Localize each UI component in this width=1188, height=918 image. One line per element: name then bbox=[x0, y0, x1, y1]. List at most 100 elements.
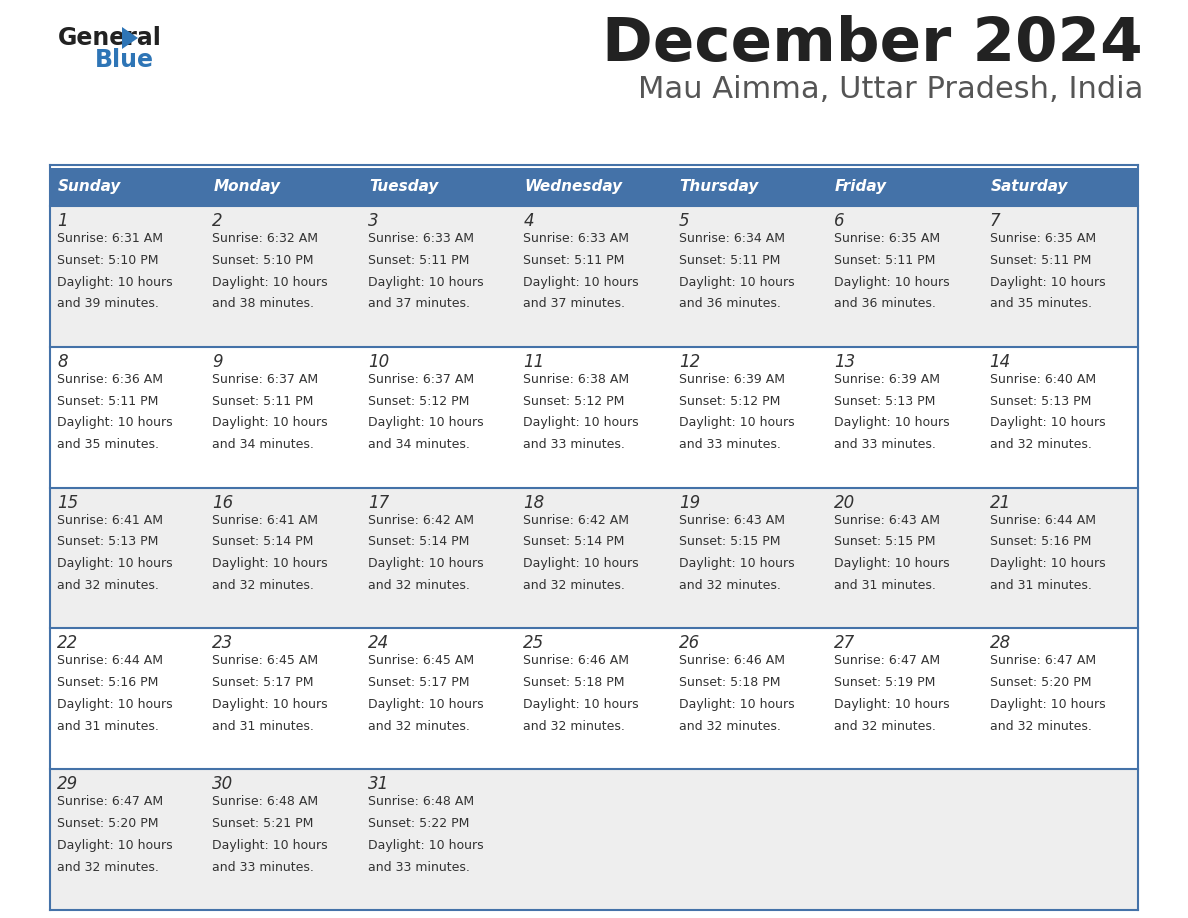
Text: Sunset: 5:18 PM: Sunset: 5:18 PM bbox=[523, 677, 625, 689]
Text: Daylight: 10 hours: Daylight: 10 hours bbox=[368, 839, 484, 852]
Text: Sunrise: 6:45 AM: Sunrise: 6:45 AM bbox=[368, 655, 474, 667]
Bar bbox=[982, 168, 1138, 206]
Text: Daylight: 10 hours: Daylight: 10 hours bbox=[678, 275, 795, 288]
Text: Daylight: 10 hours: Daylight: 10 hours bbox=[678, 698, 795, 711]
Text: and 32 minutes.: and 32 minutes. bbox=[57, 861, 159, 874]
Text: December 2024: December 2024 bbox=[602, 15, 1143, 74]
Text: Daylight: 10 hours: Daylight: 10 hours bbox=[368, 698, 484, 711]
Text: and 31 minutes.: and 31 minutes. bbox=[57, 720, 159, 733]
Text: Sunset: 5:14 PM: Sunset: 5:14 PM bbox=[523, 535, 625, 548]
Text: Sunday: Sunday bbox=[58, 180, 121, 195]
Text: Sunrise: 6:36 AM: Sunrise: 6:36 AM bbox=[57, 373, 163, 386]
Text: Sunset: 5:18 PM: Sunset: 5:18 PM bbox=[678, 677, 781, 689]
Text: Daylight: 10 hours: Daylight: 10 hours bbox=[523, 557, 639, 570]
Text: Sunset: 5:11 PM: Sunset: 5:11 PM bbox=[678, 253, 781, 267]
Text: and 39 minutes.: and 39 minutes. bbox=[57, 297, 159, 310]
Text: Daylight: 10 hours: Daylight: 10 hours bbox=[523, 417, 639, 430]
Text: 29: 29 bbox=[57, 775, 78, 793]
Text: Sunrise: 6:41 AM: Sunrise: 6:41 AM bbox=[213, 513, 318, 527]
Text: Sunset: 5:11 PM: Sunset: 5:11 PM bbox=[990, 253, 1091, 267]
Text: and 32 minutes.: and 32 minutes. bbox=[523, 720, 625, 733]
Text: Sunset: 5:10 PM: Sunset: 5:10 PM bbox=[213, 253, 314, 267]
Text: Sunrise: 6:31 AM: Sunrise: 6:31 AM bbox=[57, 232, 163, 245]
Text: 15: 15 bbox=[57, 494, 78, 511]
Bar bbox=[361, 168, 517, 206]
Text: Sunrise: 6:32 AM: Sunrise: 6:32 AM bbox=[213, 232, 318, 245]
Bar bbox=[206, 168, 361, 206]
Text: Sunrise: 6:35 AM: Sunrise: 6:35 AM bbox=[834, 232, 940, 245]
Text: Sunset: 5:11 PM: Sunset: 5:11 PM bbox=[368, 253, 469, 267]
Text: and 33 minutes.: and 33 minutes. bbox=[834, 438, 936, 452]
Text: Sunset: 5:17 PM: Sunset: 5:17 PM bbox=[213, 677, 314, 689]
Text: 3: 3 bbox=[368, 212, 379, 230]
Text: Monday: Monday bbox=[214, 180, 280, 195]
Text: Sunrise: 6:38 AM: Sunrise: 6:38 AM bbox=[523, 373, 630, 386]
Text: Daylight: 10 hours: Daylight: 10 hours bbox=[213, 417, 328, 430]
Text: 5: 5 bbox=[678, 212, 689, 230]
Text: and 32 minutes.: and 32 minutes. bbox=[834, 720, 936, 733]
Text: Wednesday: Wednesday bbox=[524, 180, 623, 195]
Text: and 33 minutes.: and 33 minutes. bbox=[523, 438, 625, 452]
Text: and 38 minutes.: and 38 minutes. bbox=[213, 297, 315, 310]
Text: 9: 9 bbox=[213, 353, 223, 371]
Text: Sunset: 5:13 PM: Sunset: 5:13 PM bbox=[834, 395, 935, 408]
Text: Sunrise: 6:39 AM: Sunrise: 6:39 AM bbox=[834, 373, 940, 386]
Text: and 33 minutes.: and 33 minutes. bbox=[678, 438, 781, 452]
Text: 14: 14 bbox=[990, 353, 1011, 371]
Bar bbox=[50, 487, 1138, 629]
Bar bbox=[50, 347, 1138, 487]
Text: 11: 11 bbox=[523, 353, 544, 371]
Text: and 34 minutes.: and 34 minutes. bbox=[368, 438, 469, 452]
Text: 22: 22 bbox=[57, 634, 78, 653]
Text: Sunset: 5:11 PM: Sunset: 5:11 PM bbox=[57, 395, 158, 408]
Text: Daylight: 10 hours: Daylight: 10 hours bbox=[57, 698, 172, 711]
Text: 4: 4 bbox=[523, 212, 533, 230]
Text: Daylight: 10 hours: Daylight: 10 hours bbox=[368, 417, 484, 430]
Text: and 32 minutes.: and 32 minutes. bbox=[523, 579, 625, 592]
Text: 20: 20 bbox=[834, 494, 855, 511]
Text: 27: 27 bbox=[834, 634, 855, 653]
Text: Daylight: 10 hours: Daylight: 10 hours bbox=[834, 275, 949, 288]
Text: and 32 minutes.: and 32 minutes. bbox=[990, 438, 1092, 452]
Text: Sunrise: 6:43 AM: Sunrise: 6:43 AM bbox=[834, 513, 940, 527]
Text: Sunrise: 6:43 AM: Sunrise: 6:43 AM bbox=[678, 513, 785, 527]
Text: 10: 10 bbox=[368, 353, 390, 371]
Text: Sunrise: 6:44 AM: Sunrise: 6:44 AM bbox=[990, 513, 1095, 527]
Text: and 34 minutes.: and 34 minutes. bbox=[213, 438, 315, 452]
Text: Sunrise: 6:34 AM: Sunrise: 6:34 AM bbox=[678, 232, 785, 245]
Text: 28: 28 bbox=[990, 634, 1011, 653]
Text: 12: 12 bbox=[678, 353, 700, 371]
Text: General: General bbox=[58, 26, 162, 50]
Text: 6: 6 bbox=[834, 212, 845, 230]
Text: and 31 minutes.: and 31 minutes. bbox=[834, 579, 936, 592]
Text: Sunrise: 6:47 AM: Sunrise: 6:47 AM bbox=[834, 655, 940, 667]
Text: 19: 19 bbox=[678, 494, 700, 511]
Text: Daylight: 10 hours: Daylight: 10 hours bbox=[213, 557, 328, 570]
Text: Sunset: 5:14 PM: Sunset: 5:14 PM bbox=[368, 535, 469, 548]
Text: Daylight: 10 hours: Daylight: 10 hours bbox=[990, 698, 1105, 711]
Text: Sunset: 5:12 PM: Sunset: 5:12 PM bbox=[523, 395, 625, 408]
Text: Sunrise: 6:48 AM: Sunrise: 6:48 AM bbox=[368, 795, 474, 808]
Text: 18: 18 bbox=[523, 494, 544, 511]
Text: Sunset: 5:17 PM: Sunset: 5:17 PM bbox=[368, 677, 469, 689]
Text: Sunset: 5:12 PM: Sunset: 5:12 PM bbox=[368, 395, 469, 408]
Text: Sunset: 5:13 PM: Sunset: 5:13 PM bbox=[990, 395, 1091, 408]
Text: and 37 minutes.: and 37 minutes. bbox=[368, 297, 470, 310]
Text: Sunset: 5:19 PM: Sunset: 5:19 PM bbox=[834, 677, 935, 689]
Text: Sunrise: 6:42 AM: Sunrise: 6:42 AM bbox=[523, 513, 630, 527]
Text: Sunrise: 6:37 AM: Sunrise: 6:37 AM bbox=[213, 373, 318, 386]
Text: Sunrise: 6:33 AM: Sunrise: 6:33 AM bbox=[368, 232, 474, 245]
Text: Sunset: 5:15 PM: Sunset: 5:15 PM bbox=[834, 535, 936, 548]
Text: and 32 minutes.: and 32 minutes. bbox=[678, 579, 781, 592]
Text: 1: 1 bbox=[57, 212, 68, 230]
Text: Daylight: 10 hours: Daylight: 10 hours bbox=[213, 698, 328, 711]
Text: and 33 minutes.: and 33 minutes. bbox=[368, 861, 469, 874]
Text: Sunset: 5:20 PM: Sunset: 5:20 PM bbox=[990, 677, 1091, 689]
Text: Sunrise: 6:35 AM: Sunrise: 6:35 AM bbox=[990, 232, 1095, 245]
Text: 13: 13 bbox=[834, 353, 855, 371]
Text: and 37 minutes.: and 37 minutes. bbox=[523, 297, 625, 310]
Bar bbox=[50, 168, 206, 206]
Text: Daylight: 10 hours: Daylight: 10 hours bbox=[834, 417, 949, 430]
Text: Daylight: 10 hours: Daylight: 10 hours bbox=[990, 417, 1105, 430]
Text: Daylight: 10 hours: Daylight: 10 hours bbox=[523, 275, 639, 288]
